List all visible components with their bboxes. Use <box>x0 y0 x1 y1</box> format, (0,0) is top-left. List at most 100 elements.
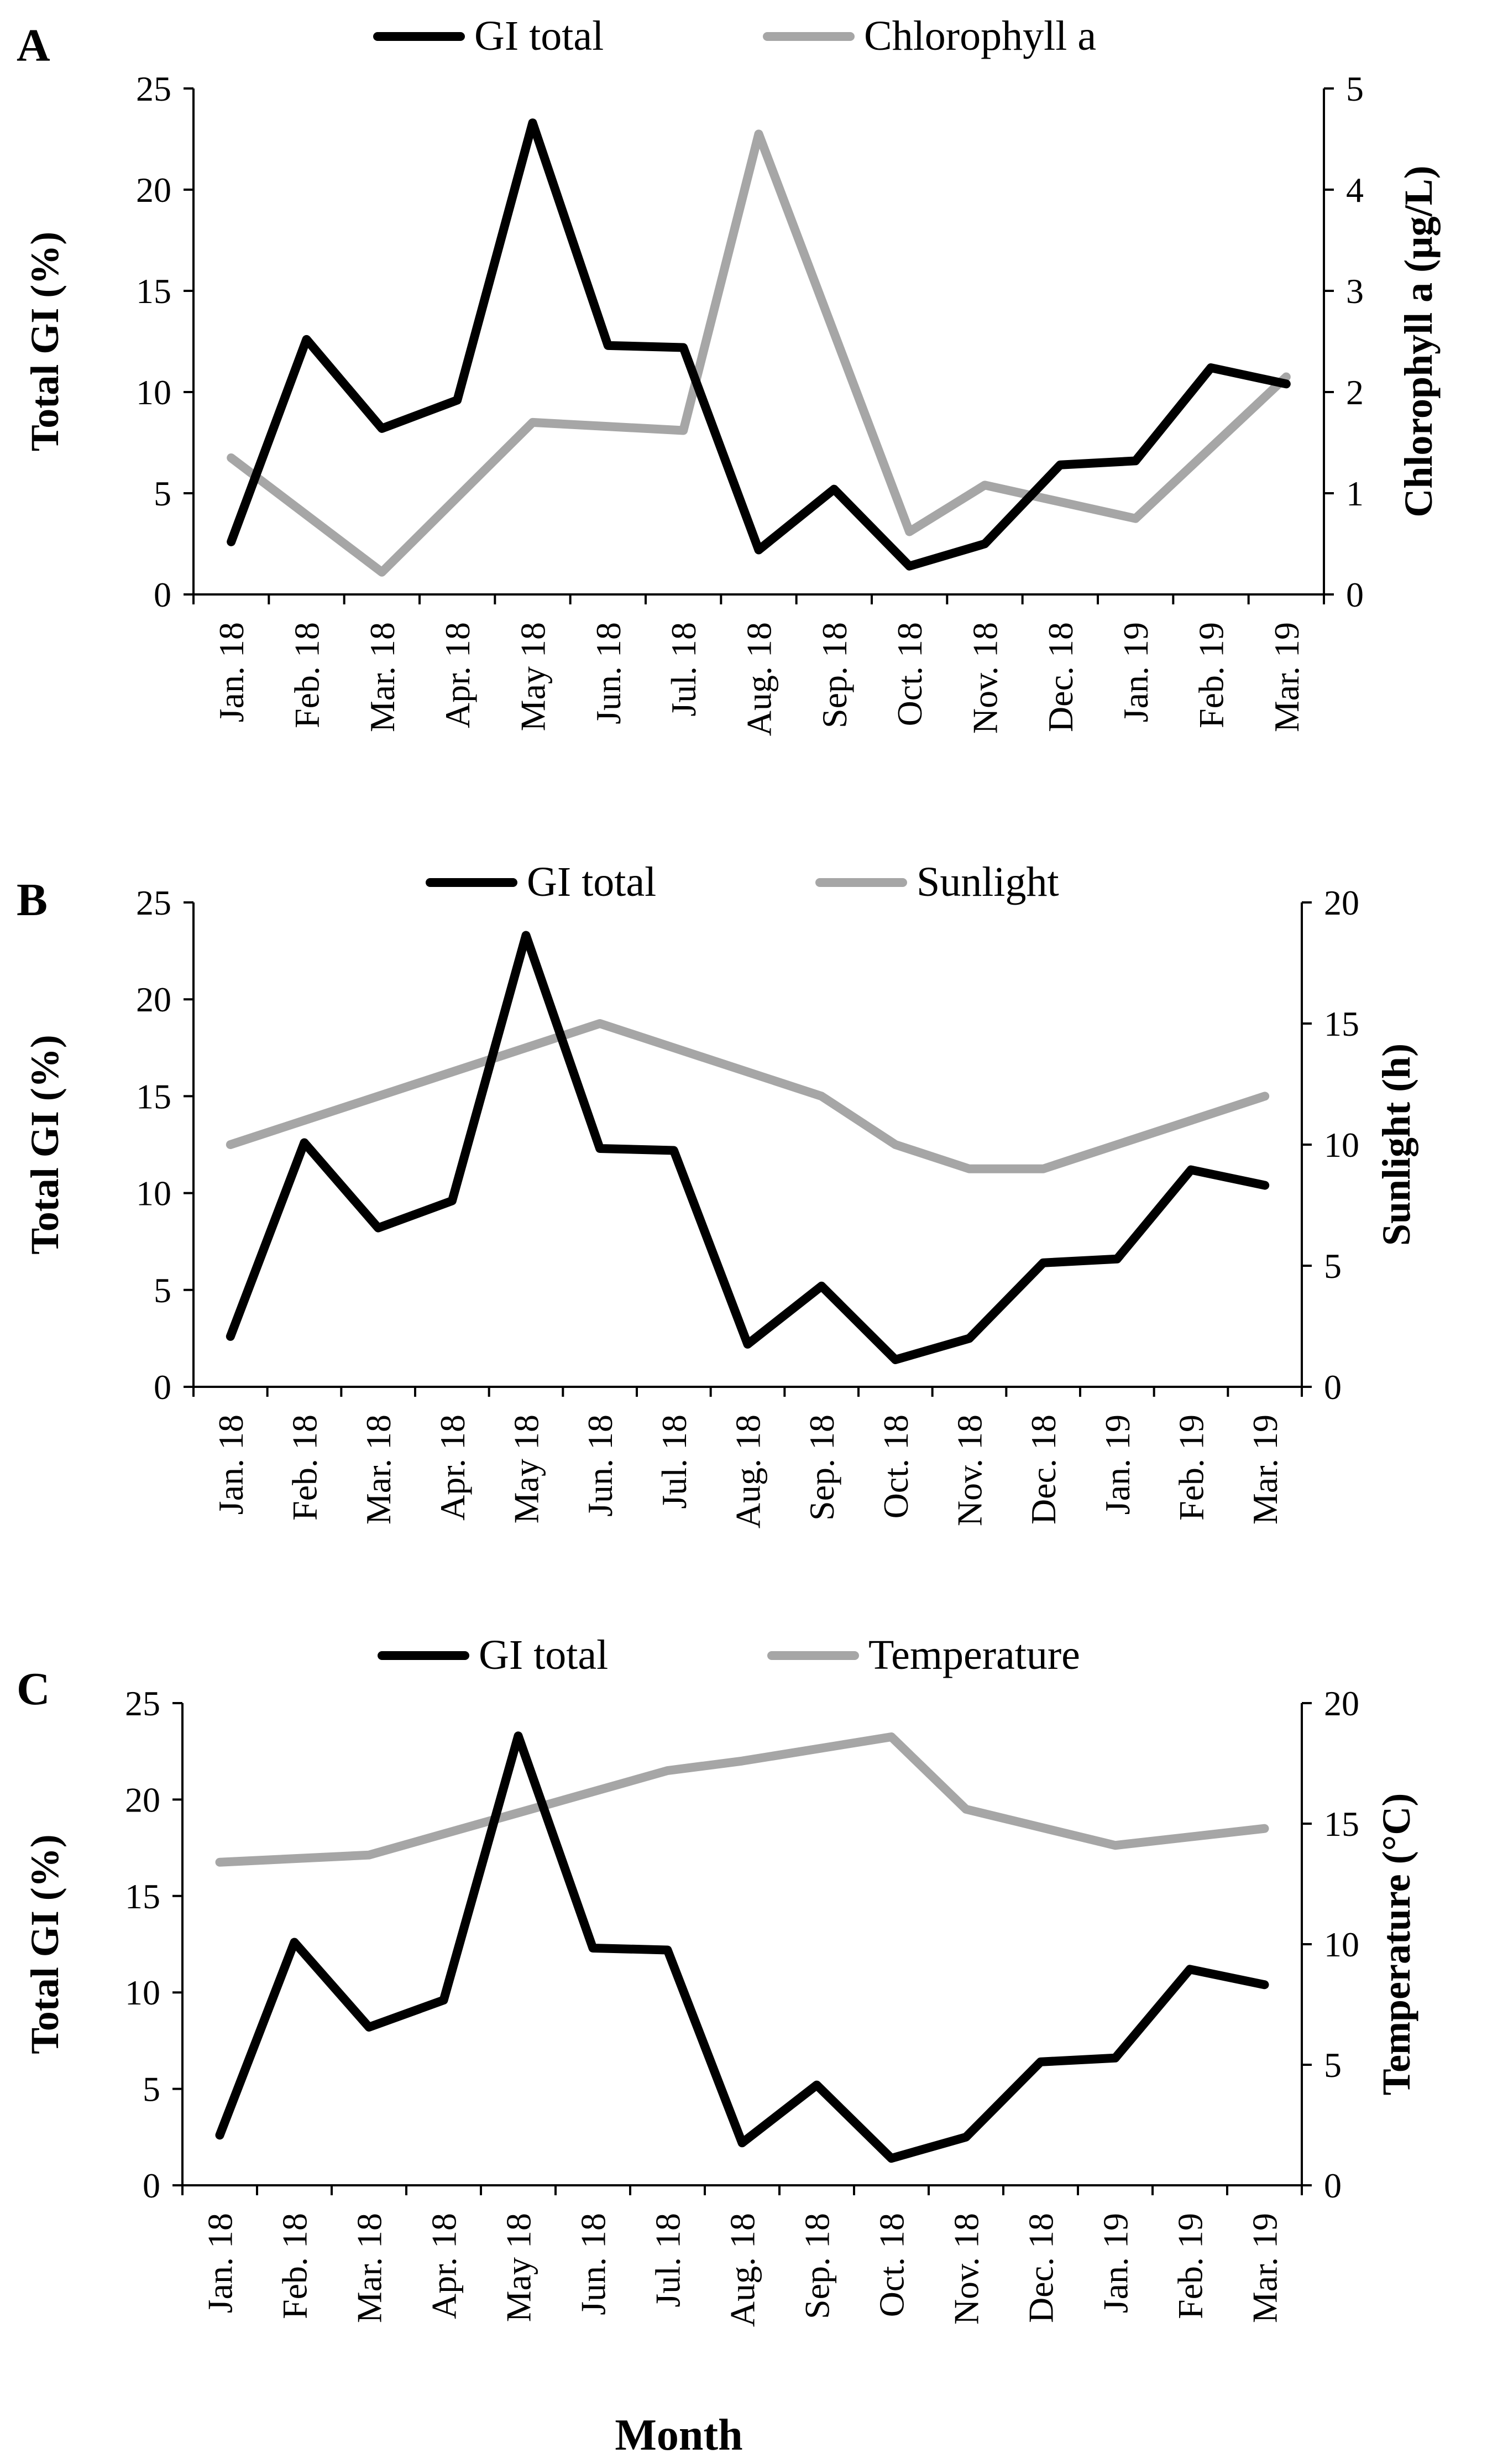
x-tick-label: Jun. 18 <box>589 622 628 724</box>
right-y-tick-label: 5 <box>1324 1246 1342 1286</box>
x-tick-label: Nov. 18 <box>947 2213 986 2325</box>
right-y-tick-label: 4 <box>1346 170 1364 210</box>
legend-label: Sunlight <box>917 859 1059 905</box>
legend-label: Temperature <box>868 1632 1080 1678</box>
series-line-chlorophyll-a <box>227 129 1291 577</box>
left-y-tick-label: 10 <box>136 1174 171 1213</box>
series-line-gi-total <box>215 1731 1269 2163</box>
x-tick-label: Dec. 18 <box>1024 1414 1063 1525</box>
x-tick-label: May 18 <box>514 622 553 731</box>
x-axis-title: Month <box>615 2411 742 2460</box>
x-tick-label: Jul. 18 <box>654 1414 694 1509</box>
left-y-tick-label: 25 <box>136 883 171 922</box>
left-y-tick-label: 15 <box>125 1877 160 1916</box>
x-tick-label: Apr. 18 <box>425 2213 464 2319</box>
left-y-tick-label: 0 <box>154 575 171 614</box>
x-tick-label: Jan. 19 <box>1096 2213 1135 2313</box>
panel-letter: B <box>17 874 48 926</box>
right-y-tick-label: 0 <box>1324 1367 1342 1407</box>
x-tick-label: Oct. 18 <box>876 1414 915 1518</box>
series-line-sunlight <box>226 1019 1270 1173</box>
x-tick-label: Jan. 19 <box>1116 622 1155 722</box>
x-tick-label: Sep. 18 <box>802 1414 841 1521</box>
left-y-tick-label: 10 <box>136 373 171 412</box>
right-y-tick-label: 20 <box>1324 1684 1359 1723</box>
left-y-tick-label: 15 <box>136 1077 171 1116</box>
legend-label: GI total <box>479 1632 608 1678</box>
right-y-tick-label: 0 <box>1324 2166 1342 2205</box>
legend-label: Chlorophyll a <box>864 13 1096 59</box>
right-y-axis-title: Sunlight (h) <box>1374 1043 1418 1246</box>
x-tick-label: Jan. 19 <box>1098 1414 1137 1515</box>
x-tick-label: Dec. 18 <box>1022 2213 1061 2323</box>
x-tick-label: Feb. 19 <box>1172 1414 1211 1521</box>
x-tick-label: Feb. 18 <box>287 622 327 728</box>
x-tick-label: Nov. 18 <box>966 622 1005 734</box>
x-tick-label: May 18 <box>499 2213 538 2322</box>
x-tick-label: Mar. 18 <box>363 622 402 732</box>
x-tick-label: Sep. 18 <box>815 622 854 728</box>
x-tick-label: Jan. 18 <box>212 622 251 722</box>
x-tick-label: Oct. 18 <box>872 2213 912 2317</box>
legend-label: GI total <box>527 859 656 905</box>
x-tick-label: Mar. 18 <box>350 2213 389 2323</box>
x-tick-label: Mar. 19 <box>1245 1414 1285 1525</box>
left-y-axis-title: Total GI (%) <box>23 1834 67 2054</box>
left-y-tick-label: 15 <box>136 272 171 311</box>
right-y-tick-label: 10 <box>1324 1125 1359 1165</box>
right-y-tick-label: 3 <box>1346 272 1364 311</box>
left-y-tick-label: 0 <box>154 1367 171 1407</box>
x-tick-label: Jan. 18 <box>211 1414 250 1515</box>
right-y-tick-label: 15 <box>1324 1004 1359 1043</box>
right-y-tick-label: 5 <box>1346 69 1364 108</box>
right-y-tick-label: 1 <box>1346 474 1364 513</box>
x-tick-label: Oct. 18 <box>890 622 929 726</box>
x-tick-label: Apr. 18 <box>438 622 477 728</box>
x-tick-label: Feb. 18 <box>285 1414 324 1521</box>
x-tick-label: Aug. 18 <box>723 2213 762 2327</box>
x-tick-label: Jun. 18 <box>574 2213 613 2315</box>
x-tick-label: Mar. 19 <box>1245 2213 1285 2323</box>
panel-letter: C <box>17 1663 50 1715</box>
right-y-tick-label: 15 <box>1324 1804 1359 1844</box>
x-tick-label: Feb. 19 <box>1192 622 1231 728</box>
x-tick-label: Aug. 18 <box>740 622 779 736</box>
left-y-axis-title: Total GI (%) <box>23 232 67 451</box>
x-tick-label: Nov. 18 <box>950 1414 989 1526</box>
x-tick-label: Feb. 18 <box>275 2213 315 2319</box>
right-y-tick-label: 2 <box>1346 373 1364 412</box>
left-y-tick-label: 20 <box>125 1780 160 1819</box>
x-tick-label: Jan. 18 <box>201 2213 240 2313</box>
right-y-axis-title: Chlorophyll a (µg/L) <box>1396 165 1441 517</box>
panel-letter: A <box>17 20 50 71</box>
left-y-tick-label: 20 <box>136 980 171 1019</box>
x-tick-label: Aug. 18 <box>729 1414 768 1528</box>
right-y-tick-label: 10 <box>1324 1925 1359 1964</box>
x-tick-label: Mar. 19 <box>1267 622 1306 732</box>
left-y-tick-label: 5 <box>154 474 171 513</box>
left-y-tick-label: 20 <box>136 170 171 210</box>
x-tick-label: May 18 <box>507 1414 546 1523</box>
right-y-tick-label: 0 <box>1346 575 1364 614</box>
left-y-tick-label: 10 <box>125 1973 160 2012</box>
x-tick-label: Mar. 18 <box>359 1414 398 1525</box>
right-y-tick-label: 5 <box>1324 2045 1342 2085</box>
series-line-temperature <box>215 1732 1269 1867</box>
x-tick-label: Jun. 18 <box>580 1414 620 1517</box>
x-tick-label: Feb. 19 <box>1171 2213 1210 2319</box>
legend-label: GI total <box>474 13 604 59</box>
left-y-tick-label: 25 <box>136 69 171 108</box>
left-y-tick-label: 0 <box>143 2166 160 2205</box>
left-y-tick-label: 5 <box>143 2070 160 2109</box>
left-y-tick-label: 25 <box>125 1684 160 1723</box>
left-y-axis-title: Total GI (%) <box>23 1035 67 1254</box>
x-tick-label: Jul. 18 <box>648 2213 688 2308</box>
right-y-tick-label: 20 <box>1324 883 1359 922</box>
left-y-tick-label: 5 <box>154 1271 171 1310</box>
x-tick-label: Sep. 18 <box>798 2213 837 2319</box>
series-line-gi-total <box>226 931 1270 1364</box>
x-tick-label: Apr. 18 <box>433 1414 472 1521</box>
x-tick-label: Dec. 18 <box>1041 622 1080 732</box>
x-tick-label: Jul. 18 <box>664 622 703 717</box>
